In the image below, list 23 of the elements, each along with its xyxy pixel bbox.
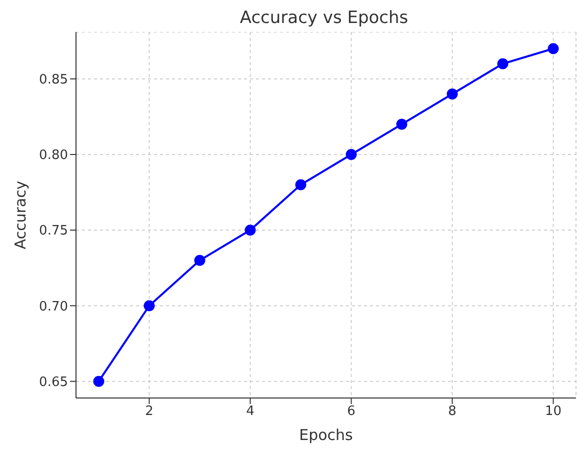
point [244,224,256,236]
point [446,88,458,100]
x-tick-label: 8 [448,404,456,420]
point [144,300,155,312]
point [295,179,306,190]
point [346,149,357,160]
y-tick-label: 0.70 [39,299,68,314]
point [548,43,559,54]
y-tick-label: 0.65 [39,374,68,390]
x-tick-label: 10 [545,404,562,420]
point [497,58,508,70]
point [194,254,206,266]
x-tick-label: 4 [246,404,254,420]
y-tick-label: 0.80 [39,148,68,164]
point [93,376,104,387]
point [396,118,408,130]
x-axis-title: Epochs [299,426,354,444]
x-tick-label: 6 [347,404,356,420]
y-tick-label: 0.85 [39,72,68,88]
x-tick-label: 2 [145,404,154,420]
chart-title: Accuracy vs Epochs [238,8,410,30]
y-axis-title: Accuracy [11,180,30,250]
y-tick-label: 0.75 [39,224,68,239]
